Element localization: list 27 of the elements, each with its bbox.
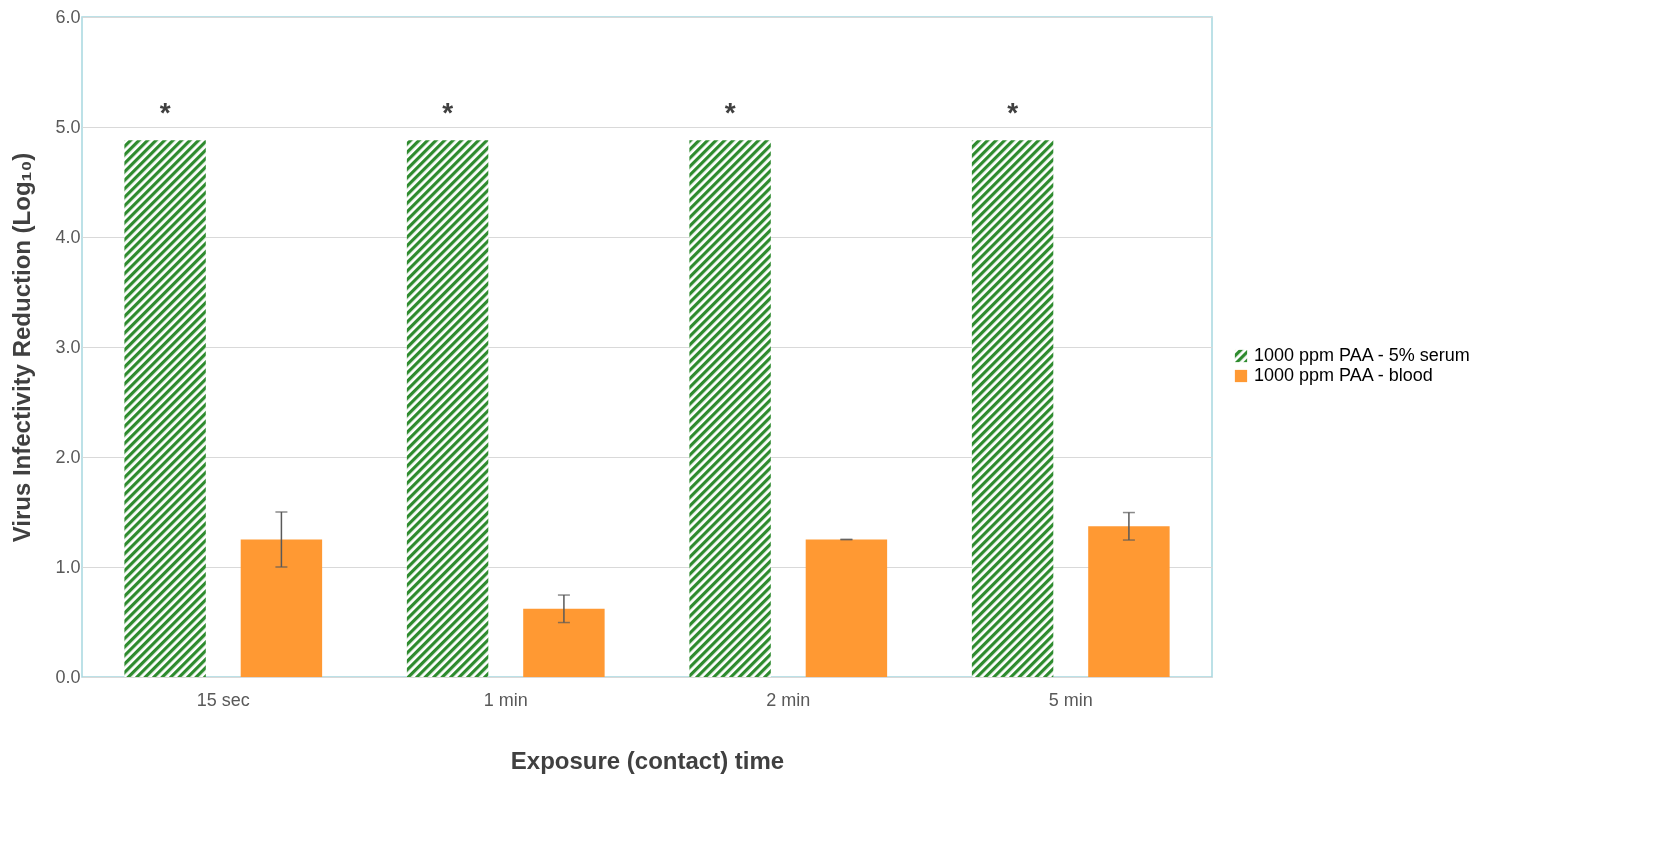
bar <box>124 140 206 677</box>
y-axis-title: Virus Infectivity Reduction (Log₁₀) <box>8 152 36 543</box>
bar <box>805 539 888 677</box>
y-tick-label: 1.0 <box>55 556 81 577</box>
legend-label: 1000 ppm PAA - 5% serum <box>1254 345 1470 365</box>
y-tick-label: 3.0 <box>55 336 81 357</box>
bar <box>406 140 489 677</box>
bar <box>689 140 771 677</box>
y-tick-label: 0.0 <box>55 666 81 687</box>
x-tick-label: 5 min <box>1048 689 1093 710</box>
bar <box>523 608 605 677</box>
y-tick-label: 5.0 <box>55 116 81 137</box>
annotation: * <box>442 97 454 129</box>
legend-label: 1000 ppm PAA - blood <box>1254 365 1433 385</box>
y-tick-label: 2.0 <box>55 446 81 467</box>
annotation: * <box>159 97 171 129</box>
annotation: * <box>1007 97 1019 129</box>
bar <box>240 539 323 677</box>
annotation: * <box>724 97 736 129</box>
bar <box>1088 526 1170 677</box>
y-tick-label: 6.0 <box>55 6 81 27</box>
x-tick-label: 15 sec <box>196 689 250 710</box>
x-tick-label: 2 min <box>766 689 811 710</box>
x-axis-title: Exposure (contact) time <box>510 746 785 774</box>
bar <box>971 140 1054 677</box>
y-tick-label: 4.0 <box>55 226 81 247</box>
x-tick-label: 1 min <box>483 689 528 710</box>
